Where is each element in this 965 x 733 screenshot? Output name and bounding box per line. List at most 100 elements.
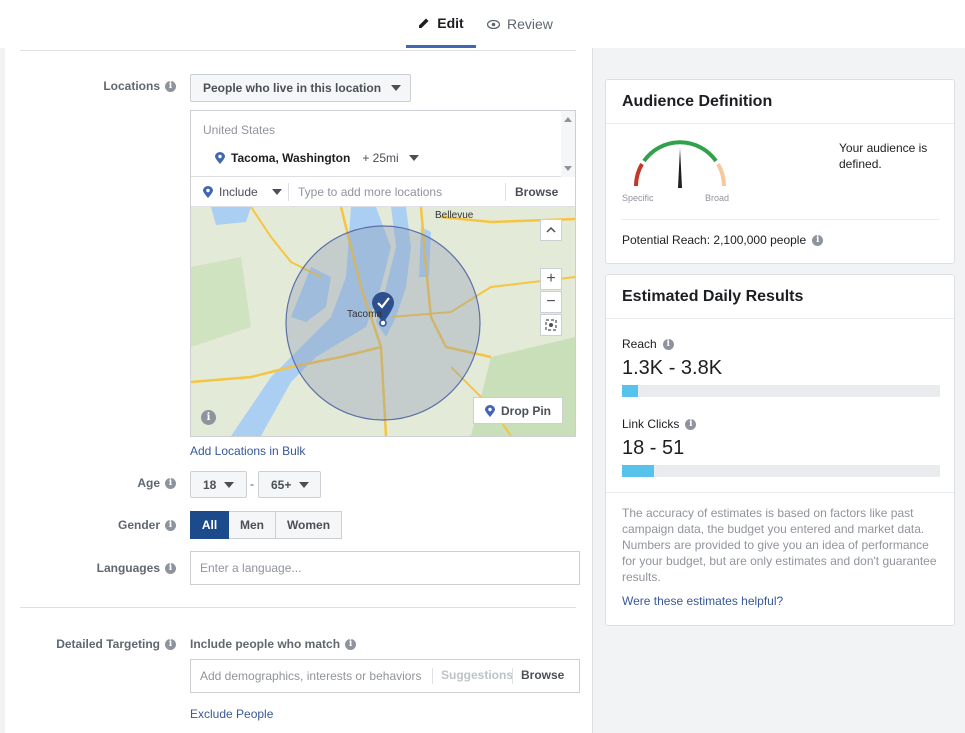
detailed-targeting-input[interactable]: Add demographics, interests or behaviors… <box>190 659 580 693</box>
chevron-down-icon <box>224 481 235 488</box>
info-icon[interactable]: i <box>165 80 176 92</box>
plus-icon: + <box>546 270 556 287</box>
gender-label: Gender i <box>60 518 176 532</box>
reach-bar-fill <box>622 385 638 397</box>
exclude-people-link[interactable]: Exclude People <box>190 707 274 721</box>
scroll-down-icon[interactable] <box>564 166 572 171</box>
divider <box>20 50 576 51</box>
location-map[interactable]: Tacoma Bellevue + − i Drop Pin <box>191 207 575 436</box>
chevron-down-icon <box>271 188 282 195</box>
gender-men-button[interactable]: Men <box>229 511 276 539</box>
suggestions-button[interactable]: Suggestions <box>432 668 513 684</box>
divider <box>20 607 576 608</box>
recenter-button[interactable] <box>540 314 562 336</box>
audience-definition-title: Audience Definition <box>606 80 954 124</box>
include-people-text: Include people who match <box>190 637 341 651</box>
map-canvas <box>191 207 575 436</box>
reach-label: Reach <box>622 337 657 351</box>
map-label-bellevue: Bellevue <box>435 210 474 221</box>
selected-location-item[interactable]: Tacoma, Washington + 25mi <box>215 151 419 165</box>
editor-tabs: Edit Review <box>0 0 965 48</box>
tab-edit[interactable]: Edit <box>406 0 476 48</box>
age-label-text: Age <box>137 476 160 490</box>
detailed-targeting-label: Detailed Targeting i <box>20 637 176 651</box>
audience-status: Your audience is defined. <box>839 141 928 171</box>
detailed-targeting-label-text: Detailed Targeting <box>56 637 160 651</box>
info-icon[interactable]: i <box>685 418 697 430</box>
info-icon[interactable]: i <box>165 519 176 531</box>
info-icon[interactable]: i <box>812 234 824 246</box>
detailed-targeting-placeholder: Add demographics, interests or behaviors <box>200 669 422 683</box>
age-max-value: 65+ <box>271 477 292 492</box>
browse-locations-button[interactable]: Browse <box>505 182 558 201</box>
tab-review-label: Review <box>507 16 553 32</box>
reach-bar <box>622 385 940 397</box>
zoom-out-button[interactable]: − <box>540 291 562 313</box>
languages-label-text: Languages <box>96 561 160 575</box>
gender-women-button[interactable]: Women <box>276 511 342 539</box>
chevron-down-icon <box>391 85 402 91</box>
estimated-results-card: Estimated Daily Results Reach i 1.3K - 3… <box>605 274 955 626</box>
include-people-heading: Include people who match i <box>190 637 357 651</box>
location-search-input[interactable]: Type to add more locations <box>298 184 443 199</box>
estimated-results-title: Estimated Daily Results <box>606 275 954 319</box>
age-min-dropdown[interactable]: 18 <box>190 471 247 498</box>
locations-label-text: Locations <box>103 79 160 93</box>
gauge-high-label: Broad <box>705 193 730 203</box>
zoom-in-button[interactable]: + <box>540 268 562 290</box>
info-icon[interactable]: i <box>345 638 357 650</box>
link-clicks-label: Link Clicks <box>622 417 680 431</box>
location-search-row: Include Type to add more locations Brows… <box>191 177 575 207</box>
language-input[interactable]: Enter a language... <box>190 551 580 585</box>
minus-icon: − <box>546 293 556 310</box>
pencil-icon <box>419 18 429 28</box>
reach-value: 1.3K - 3.8K <box>622 357 723 379</box>
age-separator: - <box>250 477 254 491</box>
gender-selector: All Men Women <box>190 511 342 539</box>
selected-city: Tacoma, Washington <box>231 151 351 165</box>
info-icon[interactable]: i <box>165 638 176 650</box>
scroll-up-icon[interactable] <box>564 117 572 122</box>
browse-targeting-button[interactable]: Browse <box>512 668 564 684</box>
chevron-down-icon[interactable] <box>408 155 419 161</box>
collapse-map-button[interactable] <box>540 219 562 241</box>
include-dropdown[interactable]: Include <box>191 182 289 201</box>
divider <box>622 219 940 220</box>
age-max-dropdown[interactable]: 65+ <box>258 471 321 498</box>
drop-pin-button[interactable]: Drop Pin <box>473 397 563 424</box>
add-locations-bulk-link[interactable]: Add Locations in Bulk <box>190 444 306 458</box>
location-selector: United States Tacoma, Washington + 25mi … <box>190 110 576 437</box>
map-label-tacoma: Tacoma <box>347 309 383 320</box>
location-pin-icon <box>485 404 495 417</box>
potential-reach-text: Potential Reach: 2,100,000 people <box>622 233 807 247</box>
location-type-dropdown[interactable]: People who live in this location <box>190 74 411 102</box>
gauge-low-label: Specific <box>622 193 654 203</box>
potential-reach: Potential Reach: 2,100,000 people i <box>622 233 824 247</box>
map-info-icon[interactable]: i <box>201 410 216 425</box>
link-clicks-bar <box>622 465 940 477</box>
link-clicks-heading: Link Clicks i <box>622 417 697 431</box>
age-label: Age i <box>60 476 176 490</box>
reach-heading: Reach i <box>622 337 674 351</box>
audience-gauge <box>634 140 726 188</box>
info-icon[interactable]: i <box>165 477 176 489</box>
chevron-up-icon <box>546 227 556 233</box>
languages-label: Languages i <box>60 561 176 575</box>
location-pin-icon <box>203 185 213 198</box>
audience-definition-card: Audience Definition Specific Broad Your … <box>605 79 955 264</box>
divider <box>606 492 954 493</box>
country-header: United States <box>203 123 276 137</box>
estimates-feedback-link[interactable]: Were these estimates helpful? <box>622 594 784 608</box>
location-type-label: People who live in this location <box>203 81 382 95</box>
radius-selector[interactable]: + 25mi <box>362 151 399 165</box>
info-icon[interactable]: i <box>662 338 674 350</box>
locations-label: Locations i <box>60 79 176 93</box>
list-scrollbar[interactable] <box>561 111 575 177</box>
info-icon[interactable]: i <box>165 562 176 574</box>
age-min-value: 18 <box>203 477 217 492</box>
location-pin-icon <box>215 152 225 164</box>
gender-all-button[interactable]: All <box>190 511 229 539</box>
link-clicks-value: 18 - 51 <box>622 437 685 459</box>
tab-review[interactable]: Review <box>487 0 567 48</box>
estimates-disclaimer: The accuracy of estimates is based on fa… <box>622 506 937 584</box>
